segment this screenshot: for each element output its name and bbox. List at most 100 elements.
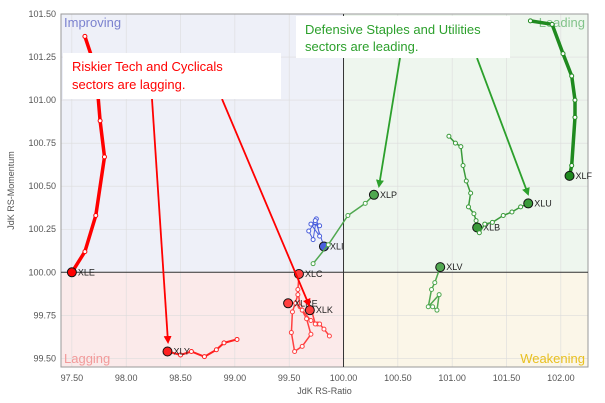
trail-point bbox=[299, 307, 305, 313]
trail-point bbox=[425, 304, 431, 310]
trail-point bbox=[572, 97, 578, 103]
symbol-label: XLU bbox=[534, 198, 552, 208]
quadrant-label-improving: Improving bbox=[64, 15, 121, 30]
trail-xlp: XLP bbox=[310, 189, 397, 267]
trail-point bbox=[312, 321, 318, 327]
x-tick-label: 97.50 bbox=[61, 373, 84, 383]
trail-point bbox=[471, 211, 477, 217]
x-axis-label: JdK RS-Ratio bbox=[297, 386, 352, 396]
quadrant-weakening bbox=[343, 272, 588, 367]
x-tick-label: 99.00 bbox=[224, 373, 247, 383]
symbol-label: XLV bbox=[446, 262, 462, 272]
trail-point bbox=[325, 242, 331, 248]
y-tick-label: 101.25 bbox=[28, 52, 56, 62]
trail-point bbox=[308, 221, 314, 227]
callout-lagging-line-2: sectors are lagging. bbox=[72, 77, 185, 92]
trail-point bbox=[308, 331, 314, 337]
trail-line bbox=[448, 135, 478, 229]
trail-point bbox=[289, 309, 295, 315]
arrow-to-xlp bbox=[376, 57, 401, 188]
trail-point bbox=[549, 21, 555, 27]
callout-leading-line-1: Defensive Staples and Utilities bbox=[305, 22, 481, 37]
trail-point bbox=[82, 249, 88, 255]
callout-lagging-box bbox=[63, 53, 281, 99]
trail-point bbox=[476, 230, 482, 236]
trail-point bbox=[446, 133, 452, 139]
trail-point bbox=[310, 237, 316, 243]
x-tick-label: 100.50 bbox=[384, 373, 412, 383]
x-tick-label: 100.00 bbox=[330, 373, 358, 383]
trail-point bbox=[458, 144, 464, 150]
trail-xlv: XLV bbox=[425, 262, 463, 313]
trail-point bbox=[178, 352, 184, 358]
trail-point bbox=[306, 228, 312, 234]
head-marker bbox=[435, 262, 446, 273]
trail-point bbox=[93, 212, 99, 218]
arrow-to-xlre bbox=[221, 98, 311, 307]
trail-xlu: XLU bbox=[476, 198, 552, 236]
trail-point bbox=[234, 336, 240, 342]
y-tick-labels: 99.50 99.75 100.00 100.25 100.50 100.75 101.00… bbox=[28, 9, 56, 363]
trail-point bbox=[221, 340, 227, 346]
trail-point bbox=[473, 218, 479, 224]
trail-xlk: XLK bbox=[304, 305, 333, 339]
head-marker bbox=[66, 267, 77, 278]
trail-point bbox=[321, 326, 327, 332]
symbol-label: XLP bbox=[380, 190, 397, 200]
trail-point bbox=[288, 330, 294, 336]
trail-point bbox=[452, 140, 458, 146]
trail-point bbox=[317, 233, 323, 239]
trail-point bbox=[560, 51, 566, 57]
trail-point bbox=[460, 163, 466, 169]
callout-leading-box bbox=[296, 16, 510, 58]
x-tick-label: 99.50 bbox=[278, 373, 301, 383]
trail-point bbox=[310, 261, 316, 267]
trail-point bbox=[509, 209, 515, 215]
head-marker bbox=[283, 298, 294, 309]
quadrant-label-leading: Leading bbox=[539, 15, 585, 30]
callout-leading: Defensive Staples and Utilities sectors … bbox=[296, 16, 510, 58]
trail-point bbox=[569, 73, 575, 79]
callout-lagging: Riskier Tech and Cyclicals sectors are l… bbox=[63, 53, 281, 99]
symbol-label: XLC bbox=[305, 269, 323, 279]
symbol-label: XLF bbox=[576, 171, 593, 181]
trail-point bbox=[489, 219, 495, 225]
y-axis-label: JdK RS-Momentum bbox=[6, 151, 16, 230]
trail-point bbox=[436, 292, 442, 298]
trail-point bbox=[326, 333, 332, 339]
trail-line bbox=[528, 19, 577, 178]
symbol-label: XLK bbox=[316, 305, 333, 315]
quadrant-label-weakening: Weakening bbox=[520, 351, 585, 366]
arrow-to-xly bbox=[151, 98, 172, 344]
trail-point bbox=[518, 204, 524, 210]
trail-point bbox=[317, 321, 323, 327]
trail-xlb: XLB bbox=[446, 133, 500, 233]
trail-point bbox=[101, 154, 107, 160]
y-tick-label: 100.25 bbox=[28, 224, 56, 234]
trail-xlf: XLF bbox=[527, 18, 593, 181]
trail-point bbox=[201, 354, 207, 360]
quadrant-label-lagging: Lagging bbox=[64, 351, 110, 366]
trail-point bbox=[308, 318, 314, 324]
x-tick-label: 98.50 bbox=[169, 373, 192, 383]
head-marker bbox=[162, 346, 173, 357]
y-tick-label: 101.50 bbox=[28, 9, 56, 19]
callout-leading-line-2: sectors are leading. bbox=[305, 39, 418, 54]
head-marker bbox=[304, 305, 315, 316]
trail-point bbox=[317, 223, 323, 229]
trail-point bbox=[434, 307, 440, 313]
y-tick-label: 99.75 bbox=[33, 310, 56, 320]
x-tick-label: 98.00 bbox=[115, 373, 138, 383]
callout-arrows bbox=[151, 57, 530, 344]
trail-point bbox=[432, 280, 438, 286]
trail-point bbox=[463, 178, 469, 184]
trail-point bbox=[82, 33, 88, 39]
trail-point bbox=[500, 212, 506, 218]
head-marker bbox=[368, 189, 379, 200]
x-tick-label: 102.00 bbox=[547, 373, 575, 383]
trail-line bbox=[290, 273, 312, 353]
trail-point bbox=[188, 349, 194, 355]
head-marker bbox=[523, 198, 534, 209]
